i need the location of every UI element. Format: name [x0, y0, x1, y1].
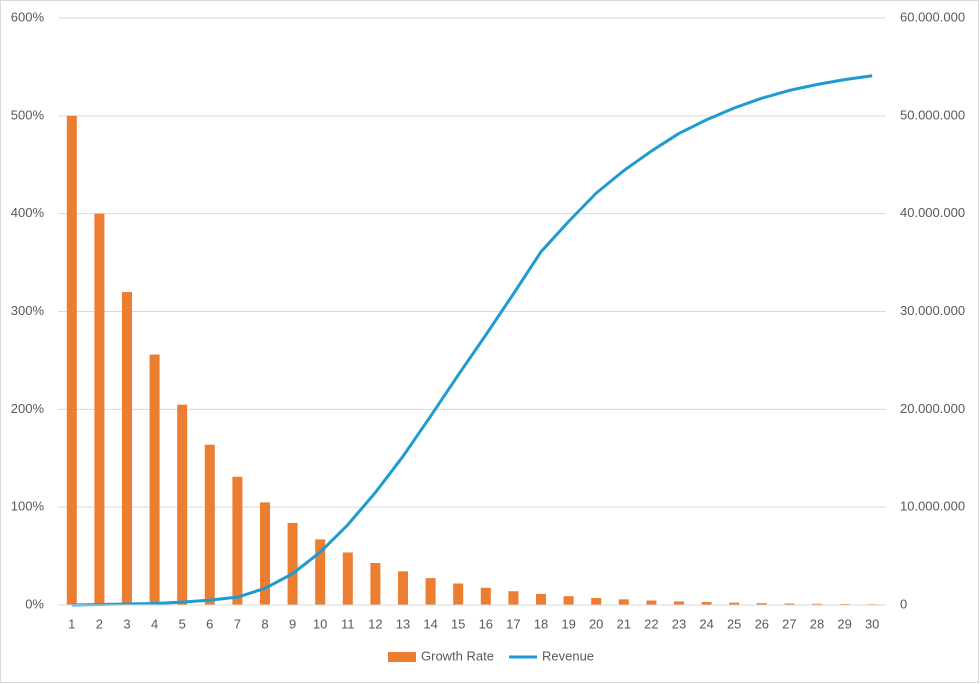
bar	[94, 213, 105, 605]
y-tick-label: 300%	[11, 303, 45, 318]
x-tick-label: 27	[782, 616, 796, 631]
bar	[315, 539, 326, 605]
bar	[149, 354, 160, 605]
bar	[618, 599, 629, 605]
y-tick-label: 100%	[11, 499, 45, 514]
x-tick-label: 4	[151, 616, 158, 631]
bar	[425, 578, 436, 605]
y-tick-label: 200%	[11, 401, 45, 416]
x-tick-label: 7	[234, 616, 241, 631]
bar	[784, 603, 795, 605]
x-tick-label: 18	[534, 616, 548, 631]
line	[71, 74, 873, 607]
x-tick-label: 11	[341, 616, 355, 631]
bar	[287, 522, 298, 605]
x-tick-label: 20	[589, 616, 603, 631]
x-tick-label: 30	[865, 616, 879, 631]
bar	[812, 603, 822, 605]
bar	[756, 603, 767, 605]
y2-tick-label: 10.000.000	[900, 499, 965, 514]
bar	[177, 404, 188, 605]
x-tick-label: 9	[289, 616, 296, 631]
bar	[508, 591, 519, 605]
bar	[480, 587, 491, 605]
bar	[591, 597, 602, 605]
x-tick-label: 29	[837, 616, 851, 631]
x-tick-label: 22	[644, 616, 658, 631]
x-tick-label: 25	[727, 616, 741, 631]
x-tick-label: 1	[68, 616, 75, 631]
x-tick-label: 19	[561, 616, 575, 631]
bar	[729, 602, 740, 605]
bar	[453, 583, 464, 605]
x-tick-label: 16	[479, 616, 493, 631]
bar	[66, 115, 77, 605]
x-tick-label: 3	[123, 616, 130, 631]
bar	[674, 601, 684, 605]
y2-tick-label: 0	[900, 596, 907, 611]
y-tick-label: 400%	[11, 205, 45, 220]
x-tick-label: 28	[810, 616, 824, 631]
bar	[563, 596, 574, 605]
bar	[342, 552, 353, 605]
y2-tick-label: 20.000.000	[900, 401, 965, 416]
bar	[398, 571, 408, 605]
legend-swatch	[388, 652, 416, 662]
bar	[260, 502, 270, 605]
bar	[370, 563, 381, 605]
bar	[646, 600, 657, 605]
x-tick-label: 24	[699, 616, 713, 631]
x-tick-label: 23	[672, 616, 686, 631]
x-tick-label: 10	[313, 616, 327, 631]
x-tick-label: 17	[506, 616, 520, 631]
y-tick-label: 0%	[25, 596, 44, 611]
x-tick-label: 2	[96, 616, 103, 631]
x-tick-label: 5	[179, 616, 186, 631]
bar	[232, 476, 243, 605]
bar	[122, 291, 132, 605]
x-tick-label: 12	[368, 616, 382, 631]
x-tick-label: 6	[206, 616, 213, 631]
y-tick-label: 600%	[11, 9, 45, 24]
x-tick-label: 14	[423, 616, 437, 631]
y2-tick-label: 60.000.000	[900, 9, 965, 24]
legend-label: Growth Rate	[421, 648, 494, 663]
y2-tick-label: 30.000.000	[900, 303, 965, 318]
x-tick-label: 21	[617, 616, 631, 631]
x-tick-label: 15	[451, 616, 465, 631]
y2-tick-label: 50.000.000	[900, 107, 965, 122]
x-tick-label: 26	[755, 616, 769, 631]
x-tick-label: 13	[396, 616, 410, 631]
bar	[204, 444, 215, 605]
bar	[536, 593, 546, 605]
legend-label: Revenue	[542, 648, 594, 663]
y2-tick-label: 40.000.000	[900, 205, 965, 220]
bar	[701, 602, 712, 605]
y-tick-label: 500%	[11, 107, 45, 122]
x-tick-label: 8	[261, 616, 268, 631]
